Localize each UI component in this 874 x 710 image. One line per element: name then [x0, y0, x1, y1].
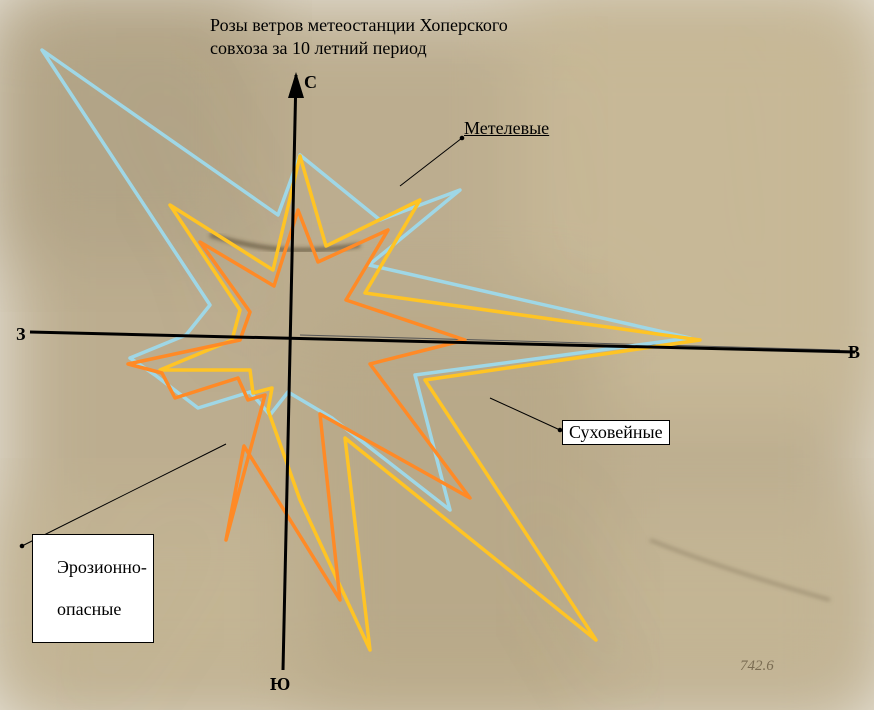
legend-sukhoveinye: Суховейные — [562, 420, 670, 445]
cardinal-south: Ю — [270, 674, 290, 695]
title-line-1: Розы ветров метеостанции Хоперского — [210, 14, 508, 37]
diagram-title: Розы ветров метеостанции Хоперского совх… — [210, 14, 508, 59]
title-line-2: совхоза за 10 летний период — [210, 37, 508, 60]
cardinal-north: С — [304, 72, 317, 93]
cardinal-west: З — [16, 324, 26, 345]
map-spot-height: 742.6 — [740, 658, 774, 675]
legend-erozionno-line1: Эрозионно- — [57, 557, 147, 577]
legend-metelevye: Метелевые — [464, 118, 549, 139]
cardinal-east: В — [848, 342, 860, 363]
legend-erozionno-line2: опасные — [57, 599, 121, 619]
wind-rose-diagram: Розы ветров метеостанции Хоперского совх… — [0, 0, 874, 710]
legend-erozionno: Эрозионно- опасные — [32, 534, 154, 643]
